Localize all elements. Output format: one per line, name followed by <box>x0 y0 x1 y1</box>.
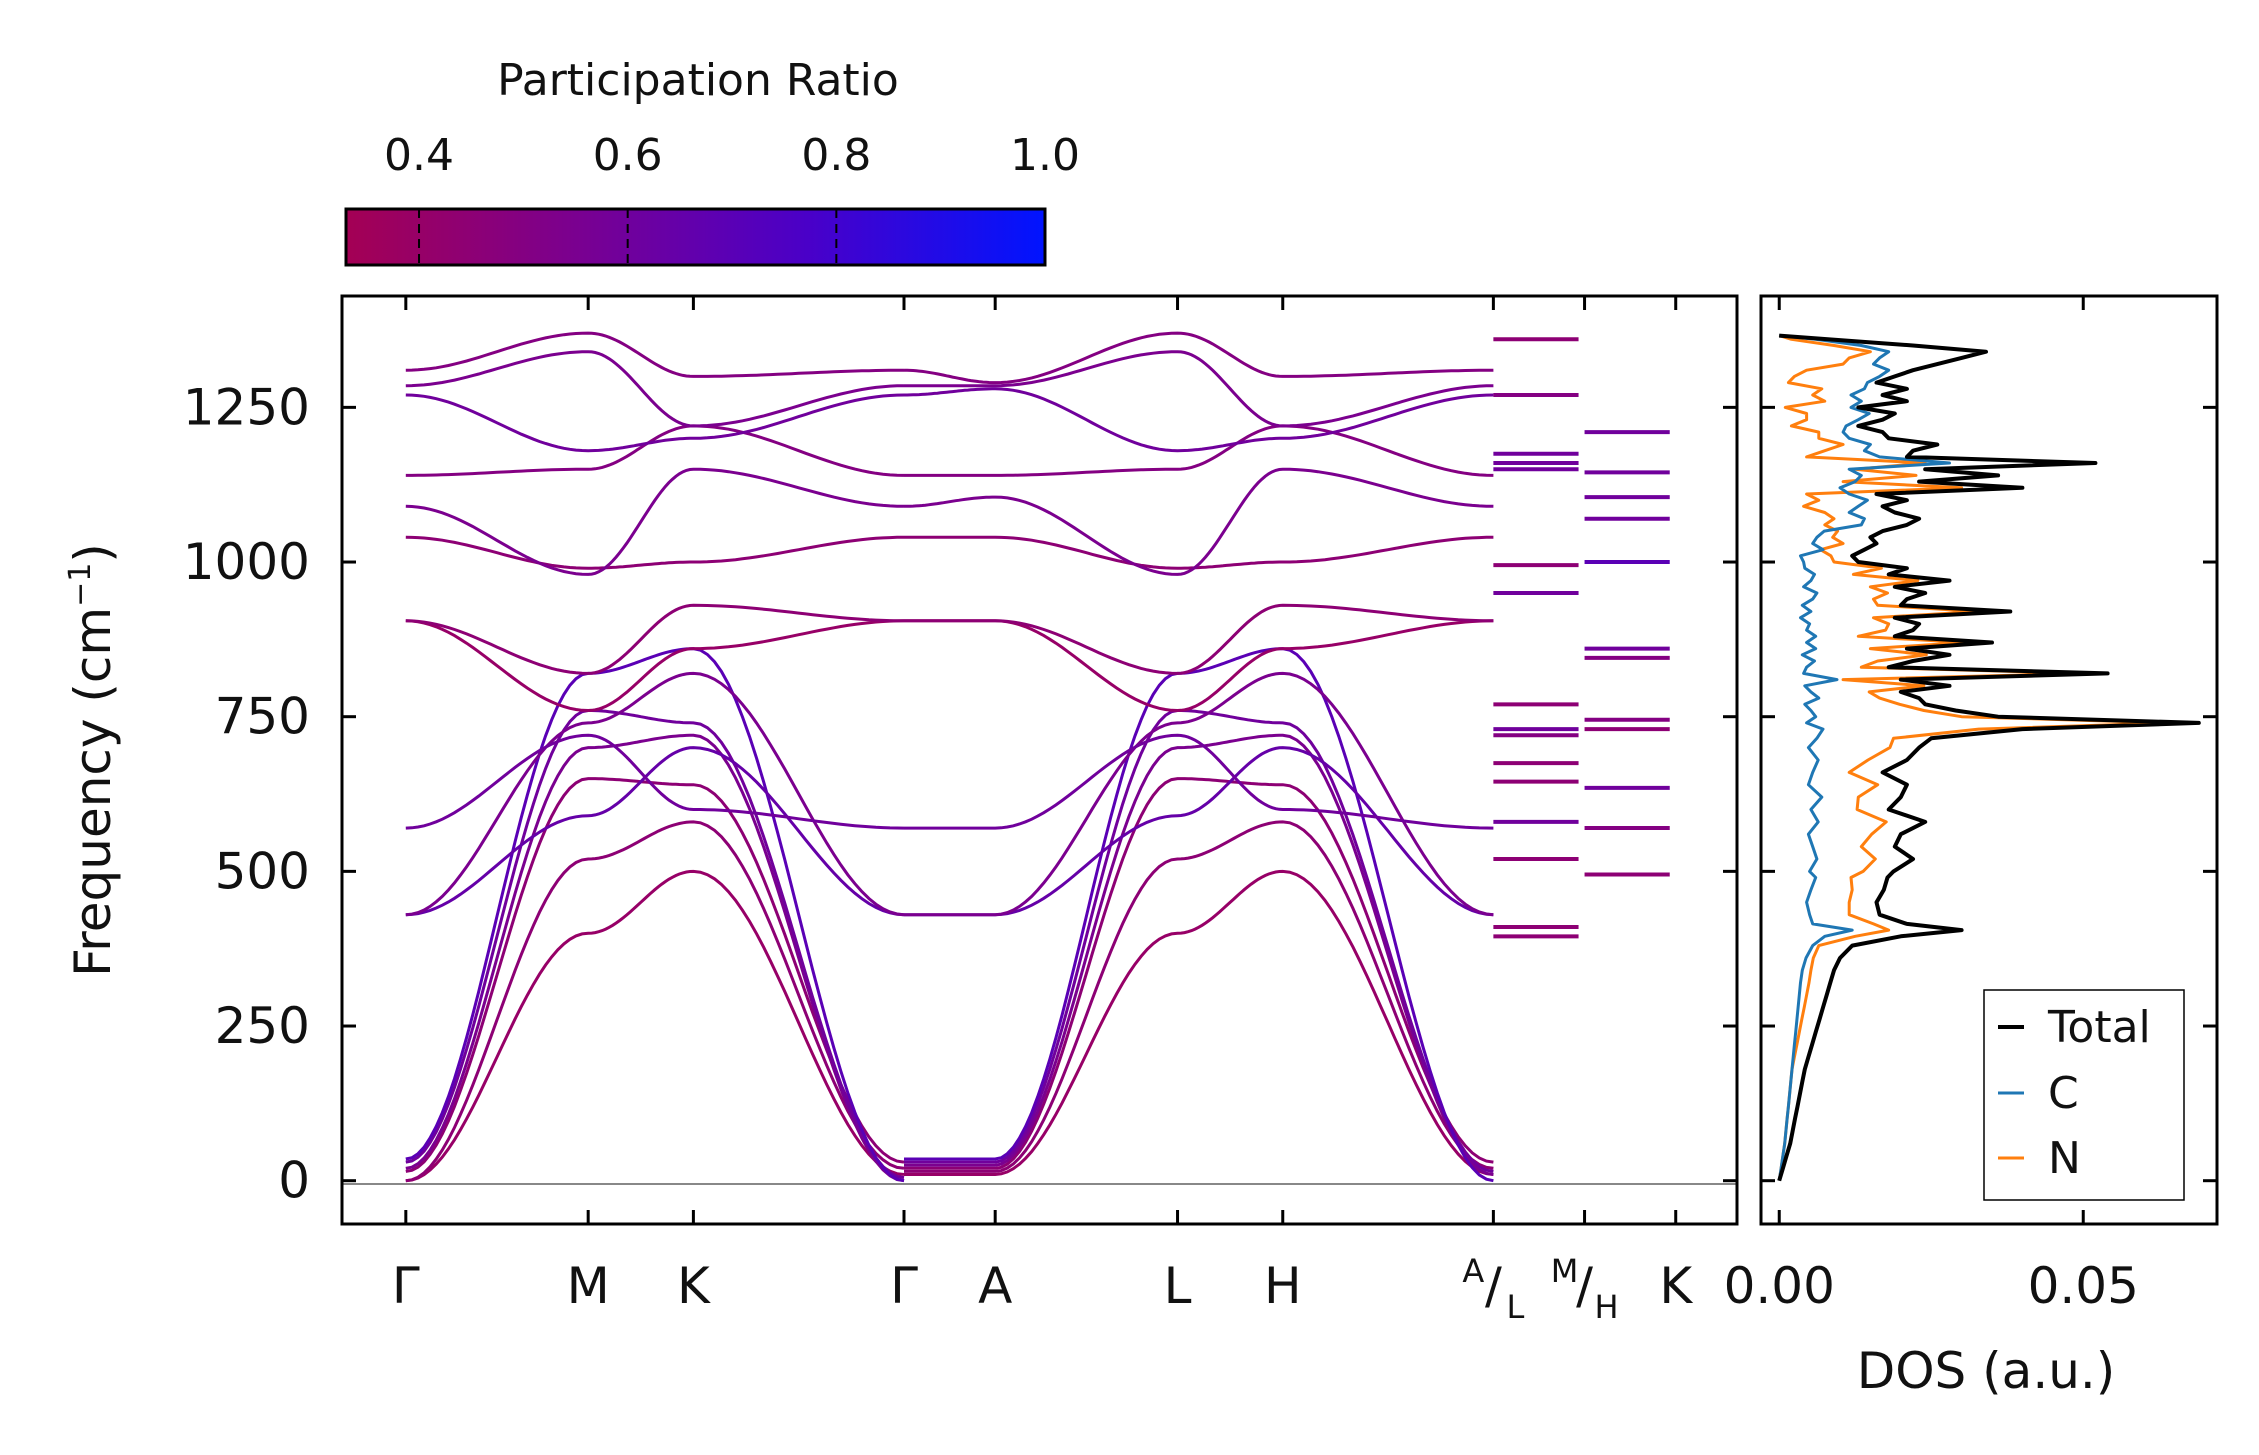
kpath-label-slash: / <box>1576 1257 1593 1315</box>
dos-series-n <box>1777 334 2173 1181</box>
y-axis-label: Frequency (cm−1) <box>63 543 122 977</box>
phonon-band <box>903 331 1494 385</box>
phonon-band <box>405 733 905 1183</box>
dos-frame <box>1759 294 2219 1226</box>
kpath-label: Γ <box>392 1257 420 1315</box>
phonon-band <box>405 603 904 675</box>
kpath-label-slash: / <box>1485 1257 1502 1315</box>
kpath-label: Γ <box>890 1257 918 1315</box>
kpath-label-bottom: L <box>1506 1288 1524 1326</box>
phonon-band <box>904 733 1494 830</box>
y-axis-label-close: ) <box>64 543 122 563</box>
phonon-band <box>904 671 1494 917</box>
kpath-label: K <box>1659 1257 1693 1315</box>
kpath-label: A <box>978 1257 1012 1315</box>
phonon-band <box>904 387 1494 453</box>
dos-series-c <box>1777 334 1951 1181</box>
band-ytick-label: 0 <box>278 1152 310 1210</box>
kpath-label-bottom: H <box>1595 1288 1619 1326</box>
phonon-band <box>405 424 905 477</box>
phonon-band <box>405 350 905 428</box>
y-axis-label-main: Frequency (cm <box>64 607 122 977</box>
legend-label-total: Total <box>2047 1002 2151 1053</box>
dos-legend: Total C N <box>1983 989 2185 1201</box>
dos-xtick-label: 0.00 <box>1724 1257 1835 1315</box>
legend-label-n: N <box>2048 1133 2081 1184</box>
kpath-label: L <box>1164 1257 1192 1315</box>
phonon-band <box>904 467 1494 576</box>
phonon-band <box>405 820 905 1183</box>
phonon-band <box>904 746 1494 917</box>
dos-panel: 0.00 0.05 DOS (a.u.) Total C N <box>1724 294 2219 1400</box>
kpath-label: K <box>677 1257 711 1315</box>
phonon-band <box>405 535 904 570</box>
y-axis-label-sup: −1 <box>63 563 98 607</box>
band-frame <box>340 294 1739 1226</box>
phonon-band <box>904 820 1494 1173</box>
colorbar-gradient <box>344 207 1047 267</box>
phonon-band <box>904 869 1494 1176</box>
phonon-band <box>405 393 905 453</box>
legend-label-c: C <box>2048 1068 2079 1119</box>
colorbar-label: Participation Ratio <box>497 55 899 106</box>
phonon-band <box>904 535 1494 570</box>
colorbar-tick-label: 0.4 <box>384 130 454 181</box>
colorbar: Participation Ratio 0.4 0.6 0.8 1.0 <box>344 55 1080 267</box>
phonon-band <box>405 467 905 576</box>
phonon-band <box>405 733 905 830</box>
kpath-label-split: M/H <box>1551 1252 1619 1326</box>
band-ytick-label: 500 <box>215 842 310 900</box>
phonon-band <box>904 777 1494 1170</box>
phonon-band <box>405 647 905 1183</box>
colorbar-tick-label: 0.8 <box>801 130 871 181</box>
phonon-band <box>405 746 905 917</box>
band-ytick-label: 250 <box>215 997 310 1055</box>
phonon-band <box>904 733 1494 1176</box>
band-ytick-label: 750 <box>215 688 310 746</box>
dos-series-total <box>1777 333 2201 1182</box>
phonon-band <box>405 777 905 1173</box>
phonon-band <box>904 424 1494 477</box>
kpath-label-split: A / L <box>1462 1252 1524 1326</box>
kpath-label-top: M <box>1551 1252 1579 1290</box>
phonon-band <box>405 869 905 1183</box>
phonon-band <box>405 331 905 378</box>
kpath-label-top: A <box>1462 1252 1484 1290</box>
colorbar-tick-label: 1.0 <box>1010 130 1080 181</box>
colorbar-tick-label: 0.6 <box>593 130 663 181</box>
dos-x-axis-label: DOS (a.u.) <box>1857 1342 2116 1400</box>
band-ytick-label: 1000 <box>183 533 310 591</box>
phonon-band <box>405 709 905 1180</box>
phonon-band <box>904 603 1494 675</box>
kpath-label: M <box>567 1257 610 1315</box>
phonon-band <box>405 619 905 713</box>
dos-xtick-label: 0.05 <box>2028 1257 2139 1315</box>
phonon-band <box>904 350 1494 428</box>
kpath-label: H <box>1264 1257 1302 1315</box>
band-ytick-label: 1250 <box>183 378 310 436</box>
phonon-band <box>405 671 905 917</box>
